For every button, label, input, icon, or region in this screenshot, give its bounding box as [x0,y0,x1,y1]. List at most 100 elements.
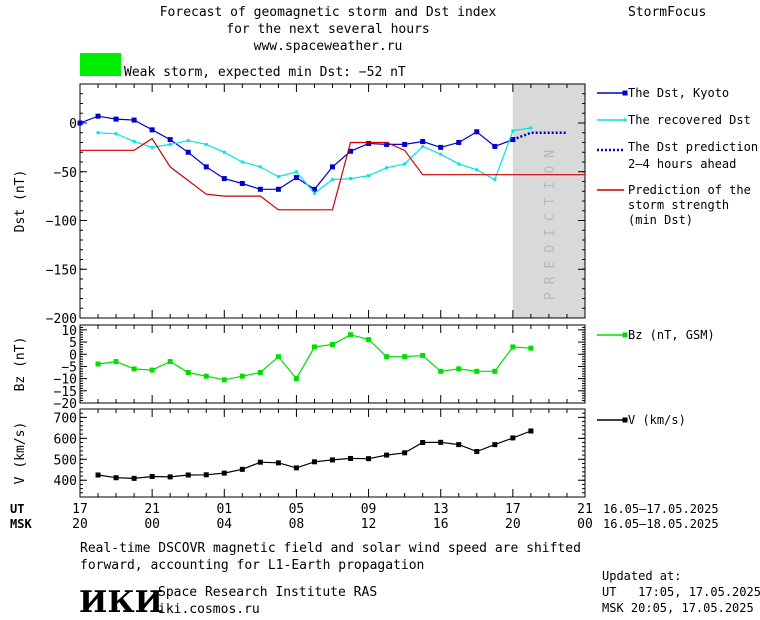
y-tick-label: 700 [54,411,77,426]
data-point [528,428,534,434]
data-point [149,473,155,479]
data-point [113,116,119,122]
data-point [330,164,335,170]
data-point [185,149,191,155]
msk-tick-label: 20 [505,517,521,532]
panel-frame [79,83,586,319]
data-point [330,342,335,347]
legend-kyoto-label: The Dst, Kyoto [628,86,729,100]
data-point [185,472,191,478]
iki-logo: ИКИ [79,585,163,620]
ut-tick-label: 17 [72,502,88,517]
data-point [113,359,119,365]
data-point [186,139,190,143]
y-tick-label: 500 [54,453,77,468]
institute-site: iki.cosmos.ru [158,602,260,617]
data-point [438,144,444,150]
data-point [132,140,136,144]
title-line-2: for the next several hours [226,22,430,37]
data-point [492,442,498,448]
y-tick-label: 10 [61,324,77,339]
data-point [474,129,480,135]
prediction-band [512,84,585,318]
data-point [331,178,334,182]
legend-bz-marker-marker [622,332,628,338]
data-point [239,373,245,379]
data-point [474,368,480,374]
y-tick-label: −20 [54,397,77,412]
data-point [456,140,462,145]
legend: The Dst, Kyoto The recovered Dst The Dst p… [597,86,758,427]
legend-v-label: V (km/s) [628,413,686,427]
data-point [528,345,534,351]
data-point [257,370,263,376]
data-point [294,170,298,174]
data-point [293,175,299,181]
updated-label: Updated at: [602,569,681,583]
legend-strength-label: Prediction of the [628,183,751,197]
data-point [420,440,426,446]
series-line-1-0 [97,334,531,381]
ut-tick-label: 13 [433,502,449,517]
data-point [96,131,100,135]
data-point [203,164,209,170]
y-tick-label: −50 [54,166,77,181]
data-point [131,475,137,481]
data-point [420,352,426,358]
legend-strength-label-3: (min Dst) [628,213,693,227]
updated-msk: MSK 20:05, 17.05.2025 [602,601,754,615]
data-point [203,472,209,478]
data-point [456,442,462,448]
data-point [348,148,354,154]
title-line-3: www.spaceweather.ru [254,39,403,54]
data-point [276,175,280,179]
data-point [95,472,101,478]
footer-note-line-2: forward, accounting for L1-Earth propaga… [80,558,424,573]
data-point [275,186,281,192]
legend-recovered-label: The recovered Dst [628,113,751,127]
updated-ut: UT 17:05, 17.05.2025 [602,585,760,599]
data-point [275,354,281,360]
prediction-band-label: PREDICTION [543,142,558,300]
ut-tick-label: 01 [216,502,232,517]
data-point [456,366,462,372]
data-point [438,439,444,445]
data-point [239,466,245,472]
data-point [421,144,425,148]
legend-prediction-label-2: 2–4 hours ahead [628,157,736,171]
y-tick-label: −200 [46,312,77,327]
time-axis: UTMSK1720210001040508091213161720210016.… [10,502,719,532]
data-point [150,145,154,149]
data-point [510,344,516,350]
data-point [492,143,498,149]
ut-tick-label: 05 [289,502,305,517]
data-point [167,359,173,365]
data-point [529,126,533,130]
data-point [167,474,173,480]
data-point [384,452,390,458]
title-line-1: Forecast of geomagnetic storm and Dst in… [160,5,497,20]
legend-recovered-marker-marker [623,118,627,122]
data-point [385,166,389,170]
data-point [77,120,83,126]
data-point [149,127,155,133]
data-point [384,141,390,147]
panel-frame [79,408,586,498]
data-point [349,177,353,181]
data-point [221,176,227,182]
data-point [311,459,317,465]
data-point [221,377,227,383]
speed-panel: 700 600 500 400 V (km/s) [13,408,586,498]
brand-name: StormFocus [628,5,706,20]
data-point [204,142,208,146]
msk-tick-label: 04 [216,517,232,532]
footer-note-line-1: Real-time DSCOVR magnetic field and sola… [80,541,581,556]
ut-tick-label: 21 [577,502,593,517]
series-line-0-3 [80,137,585,211]
data-point [367,174,371,178]
y-axis-label: V (km/s) [13,422,28,485]
data-point [366,140,372,146]
data-point [311,344,317,350]
data-point [131,117,137,123]
dst-panel: PREDICTION 0 −50 −100 −150 −200 Dst (nT) [13,83,586,327]
